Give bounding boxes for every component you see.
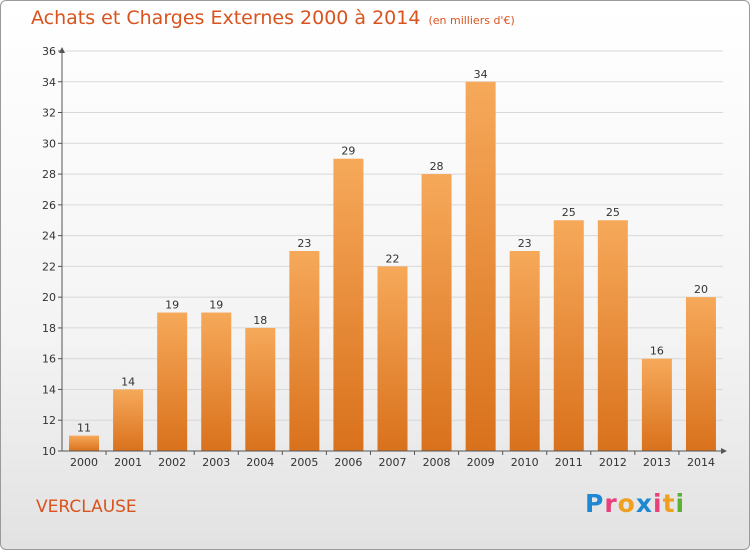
bar	[465, 81, 496, 452]
y-tick-label: 34	[42, 76, 56, 89]
y-tick-label: 26	[42, 199, 56, 212]
y-tick-label: 10	[42, 445, 56, 458]
x-tick-label: 2007	[379, 456, 407, 469]
y-tick-label: 22	[42, 260, 56, 273]
data-label: 19	[209, 299, 223, 312]
data-label: 23	[297, 237, 311, 250]
x-tick-label: 2005	[290, 456, 318, 469]
data-label: 19	[165, 299, 179, 312]
bars	[69, 81, 716, 452]
y-tick-label: 30	[42, 137, 56, 150]
bar	[553, 220, 584, 451]
bar	[597, 220, 628, 451]
data-label: 28	[430, 160, 444, 173]
bar	[201, 312, 232, 451]
data-label: 16	[650, 345, 664, 358]
y-tick-label: 28	[42, 168, 56, 181]
y-tick-label: 36	[42, 45, 56, 58]
y-tick-label: 16	[42, 353, 56, 366]
logo-letter: r	[604, 489, 618, 518]
x-tick-label: 2000	[70, 456, 98, 469]
commune-name: VERCLAUSE	[36, 497, 137, 517]
y-tick-label: 12	[42, 414, 56, 427]
x-tick-label: 2009	[467, 456, 495, 469]
x-axis-arrow	[721, 448, 727, 454]
y-tick-label: 20	[42, 291, 56, 304]
data-label: 25	[562, 206, 576, 219]
logo-letter: t	[662, 489, 676, 518]
x-tick-label: 2002	[158, 456, 186, 469]
data-label: 14	[121, 375, 135, 388]
logo-letter: P	[585, 489, 605, 518]
data-label: 18	[253, 314, 267, 327]
bar	[509, 251, 540, 451]
logo-letter: x	[635, 489, 653, 518]
bar	[245, 327, 276, 451]
x-tick-label: 2014	[687, 456, 715, 469]
logo-letter: i	[653, 489, 663, 518]
x-tick-label: 2001	[114, 456, 142, 469]
bar	[641, 358, 672, 451]
axes	[58, 47, 727, 455]
y-tick-label: 18	[42, 322, 56, 335]
bar	[69, 435, 100, 451]
bar	[421, 174, 452, 452]
x-tick-label: 2012	[599, 456, 627, 469]
x-tick-label: 2010	[511, 456, 539, 469]
data-label: 25	[606, 206, 620, 219]
data-label: 11	[77, 422, 91, 435]
bar	[685, 297, 716, 451]
data-label: 29	[341, 145, 355, 158]
bar	[333, 158, 364, 451]
x-tick-label: 2013	[643, 456, 671, 469]
logo-letter: o	[617, 489, 636, 518]
proxiti-logo: Proxiti	[585, 489, 685, 518]
bar	[377, 266, 408, 451]
data-label: 23	[518, 237, 532, 250]
y-tick-label: 32	[42, 107, 56, 120]
title-text: Achats et Charges Externes 2000 à 2014	[31, 7, 421, 29]
labels: 10 12 14 16 18 20 22 24 26 28 30 32 34 36 11 2000 14 2001…	[42, 45, 715, 469]
data-label: 34	[474, 68, 488, 81]
bar	[113, 389, 144, 451]
logo-letter: i	[675, 489, 686, 518]
y-axis-arrow	[59, 47, 65, 53]
x-tick-label: 2003	[202, 456, 230, 469]
unit-text: (en milliers d'€)	[428, 14, 515, 27]
x-tick-label: 2006	[334, 456, 362, 469]
x-tick-label: 2011	[555, 456, 583, 469]
chart-title: Achats et Charges Externes 2000 à 2014 (e…	[31, 7, 515, 29]
y-tick-label: 14	[42, 383, 56, 396]
x-tick-label: 2004	[246, 456, 274, 469]
data-label: 22	[386, 252, 400, 265]
bar	[289, 251, 320, 451]
bar	[157, 312, 188, 451]
data-label: 20	[694, 283, 708, 296]
x-tick-label: 2008	[423, 456, 451, 469]
y-tick-label: 24	[42, 230, 56, 243]
